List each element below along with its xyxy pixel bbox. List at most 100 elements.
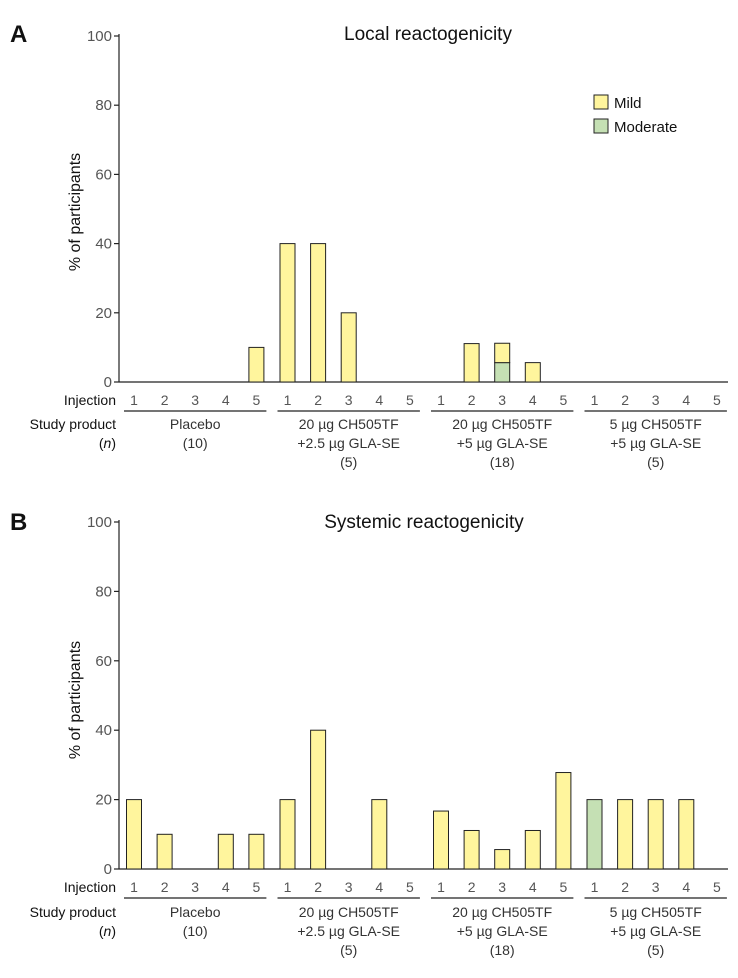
y-tick-label: 0 <box>104 861 112 878</box>
injection-number: 5 <box>406 879 414 895</box>
group-label-line-1: 20 µg CH505TF <box>452 416 552 432</box>
bar-mild <box>647 799 664 870</box>
injection-number: 5 <box>406 392 414 408</box>
injection-number: 4 <box>222 392 230 408</box>
y-tick-label: 80 <box>95 583 112 600</box>
legend-mild-label: Mild <box>614 95 642 112</box>
group-label-line-2: +5 µg GLA-SE <box>610 435 701 451</box>
injection-number: 1 <box>284 392 292 408</box>
panel-a-ylabel: % of participants <box>67 153 84 271</box>
group-label-line-3: (18) <box>490 942 515 958</box>
injection-number: 2 <box>161 879 169 895</box>
bar-mild <box>126 799 142 870</box>
injection-number: 2 <box>621 392 629 408</box>
bar-moderate <box>586 799 603 870</box>
bar-mild <box>494 849 511 870</box>
bar-mild <box>248 833 265 870</box>
injection-number: 3 <box>191 879 199 895</box>
group-label-line-1: Placebo <box>170 416 221 432</box>
panel-b-ylabel: % of participants <box>67 641 84 759</box>
bar-mild <box>217 833 234 870</box>
injection-number: 2 <box>468 879 476 895</box>
legend-moderate-label: Moderate <box>614 119 677 136</box>
injection-number: 1 <box>437 879 445 895</box>
y-tick-label: 60 <box>95 653 112 670</box>
group-label-line-1: 5 µg CH505TF <box>610 416 702 432</box>
panel-a-injection-label: Injection <box>64 392 116 408</box>
panel-b-product-label: Study product <box>30 904 116 920</box>
panel-a: A Local reactogenicity % of participants… <box>10 21 728 470</box>
injection-number: 5 <box>713 879 721 895</box>
injection-number: 5 <box>253 879 261 895</box>
bar-mild <box>310 729 327 870</box>
panel-b: B Systemic reactogenicity % of participa… <box>10 509 728 958</box>
y-tick-label: 80 <box>95 97 112 114</box>
group-label-line-3: (5) <box>340 942 357 958</box>
panel-b-injection-label: Injection <box>64 879 116 895</box>
panel-a-title: Local reactogenicity <box>344 24 512 45</box>
group-label-line-2: +2.5 µg GLA-SE <box>297 435 400 451</box>
injection-number: 1 <box>437 392 445 408</box>
legend-moderate-swatch <box>593 118 609 134</box>
injection-number: 4 <box>375 879 383 895</box>
injection-number: 4 <box>529 879 537 895</box>
injection-number: 3 <box>498 879 506 895</box>
bar-mild <box>463 829 480 870</box>
panel-a-letter: A <box>10 21 27 48</box>
injection-number: 2 <box>314 392 322 408</box>
panel-b-title: Systemic reactogenicity <box>324 512 524 533</box>
injection-number: 3 <box>345 879 353 895</box>
injection-number: 2 <box>161 392 169 408</box>
panel-a-n-label: (n) <box>99 435 116 451</box>
injection-number: 5 <box>560 392 568 408</box>
panel-b-letter: B <box>10 509 27 536</box>
injection-number: 1 <box>284 879 292 895</box>
group-label-line-1: 20 µg CH505TF <box>299 416 399 432</box>
panel-a-product-label: Study product <box>30 416 116 432</box>
group-label-line-3: (5) <box>647 942 664 958</box>
bar-mild <box>524 829 541 870</box>
group-label-line-3: (18) <box>490 454 515 470</box>
bar-mild <box>463 343 480 383</box>
y-tick-label: 100 <box>87 28 112 45</box>
injection-number: 1 <box>130 392 138 408</box>
group-label-line-1: 20 µg CH505TF <box>452 904 552 920</box>
injection-number: 1 <box>130 879 138 895</box>
bar-mild <box>279 243 296 383</box>
injection-number: 3 <box>191 392 199 408</box>
injection-number: 3 <box>498 392 506 408</box>
group-label-line-3: (5) <box>647 454 664 470</box>
y-tick-label: 60 <box>95 166 112 183</box>
y-tick-label: 20 <box>95 305 112 322</box>
bar-mild <box>494 342 511 364</box>
bar-moderate <box>494 362 511 383</box>
y-tick-label: 40 <box>95 236 112 253</box>
group-label-line-1: 20 µg CH505TF <box>299 904 399 920</box>
injection-number: 2 <box>314 879 322 895</box>
injection-number: 2 <box>621 879 629 895</box>
bar-mild <box>555 772 572 870</box>
bar-mild <box>248 346 265 383</box>
injection-number: 5 <box>253 392 261 408</box>
injection-number: 4 <box>682 879 690 895</box>
injection-number: 1 <box>591 879 599 895</box>
injection-number: 5 <box>560 879 568 895</box>
injection-number: 2 <box>468 392 476 408</box>
y-tick-label: 20 <box>95 792 112 809</box>
group-label-line-2: +2.5 µg GLA-SE <box>297 923 400 939</box>
bar-mild <box>371 799 388 870</box>
bar-mild <box>617 799 634 870</box>
injection-number: 5 <box>713 392 721 408</box>
bar-mild <box>156 833 173 870</box>
bar-mild <box>524 362 541 383</box>
group-label-line-1: Placebo <box>170 904 221 920</box>
bar-mild <box>340 312 357 383</box>
injection-number: 4 <box>375 392 383 408</box>
injection-number: 3 <box>345 392 353 408</box>
group-label-line-2: +5 µg GLA-SE <box>610 923 701 939</box>
injection-number: 3 <box>652 392 660 408</box>
legend: Mild Moderate <box>593 94 677 136</box>
group-label-line-1: 5 µg CH505TF <box>610 904 702 920</box>
injection-number: 4 <box>222 879 230 895</box>
